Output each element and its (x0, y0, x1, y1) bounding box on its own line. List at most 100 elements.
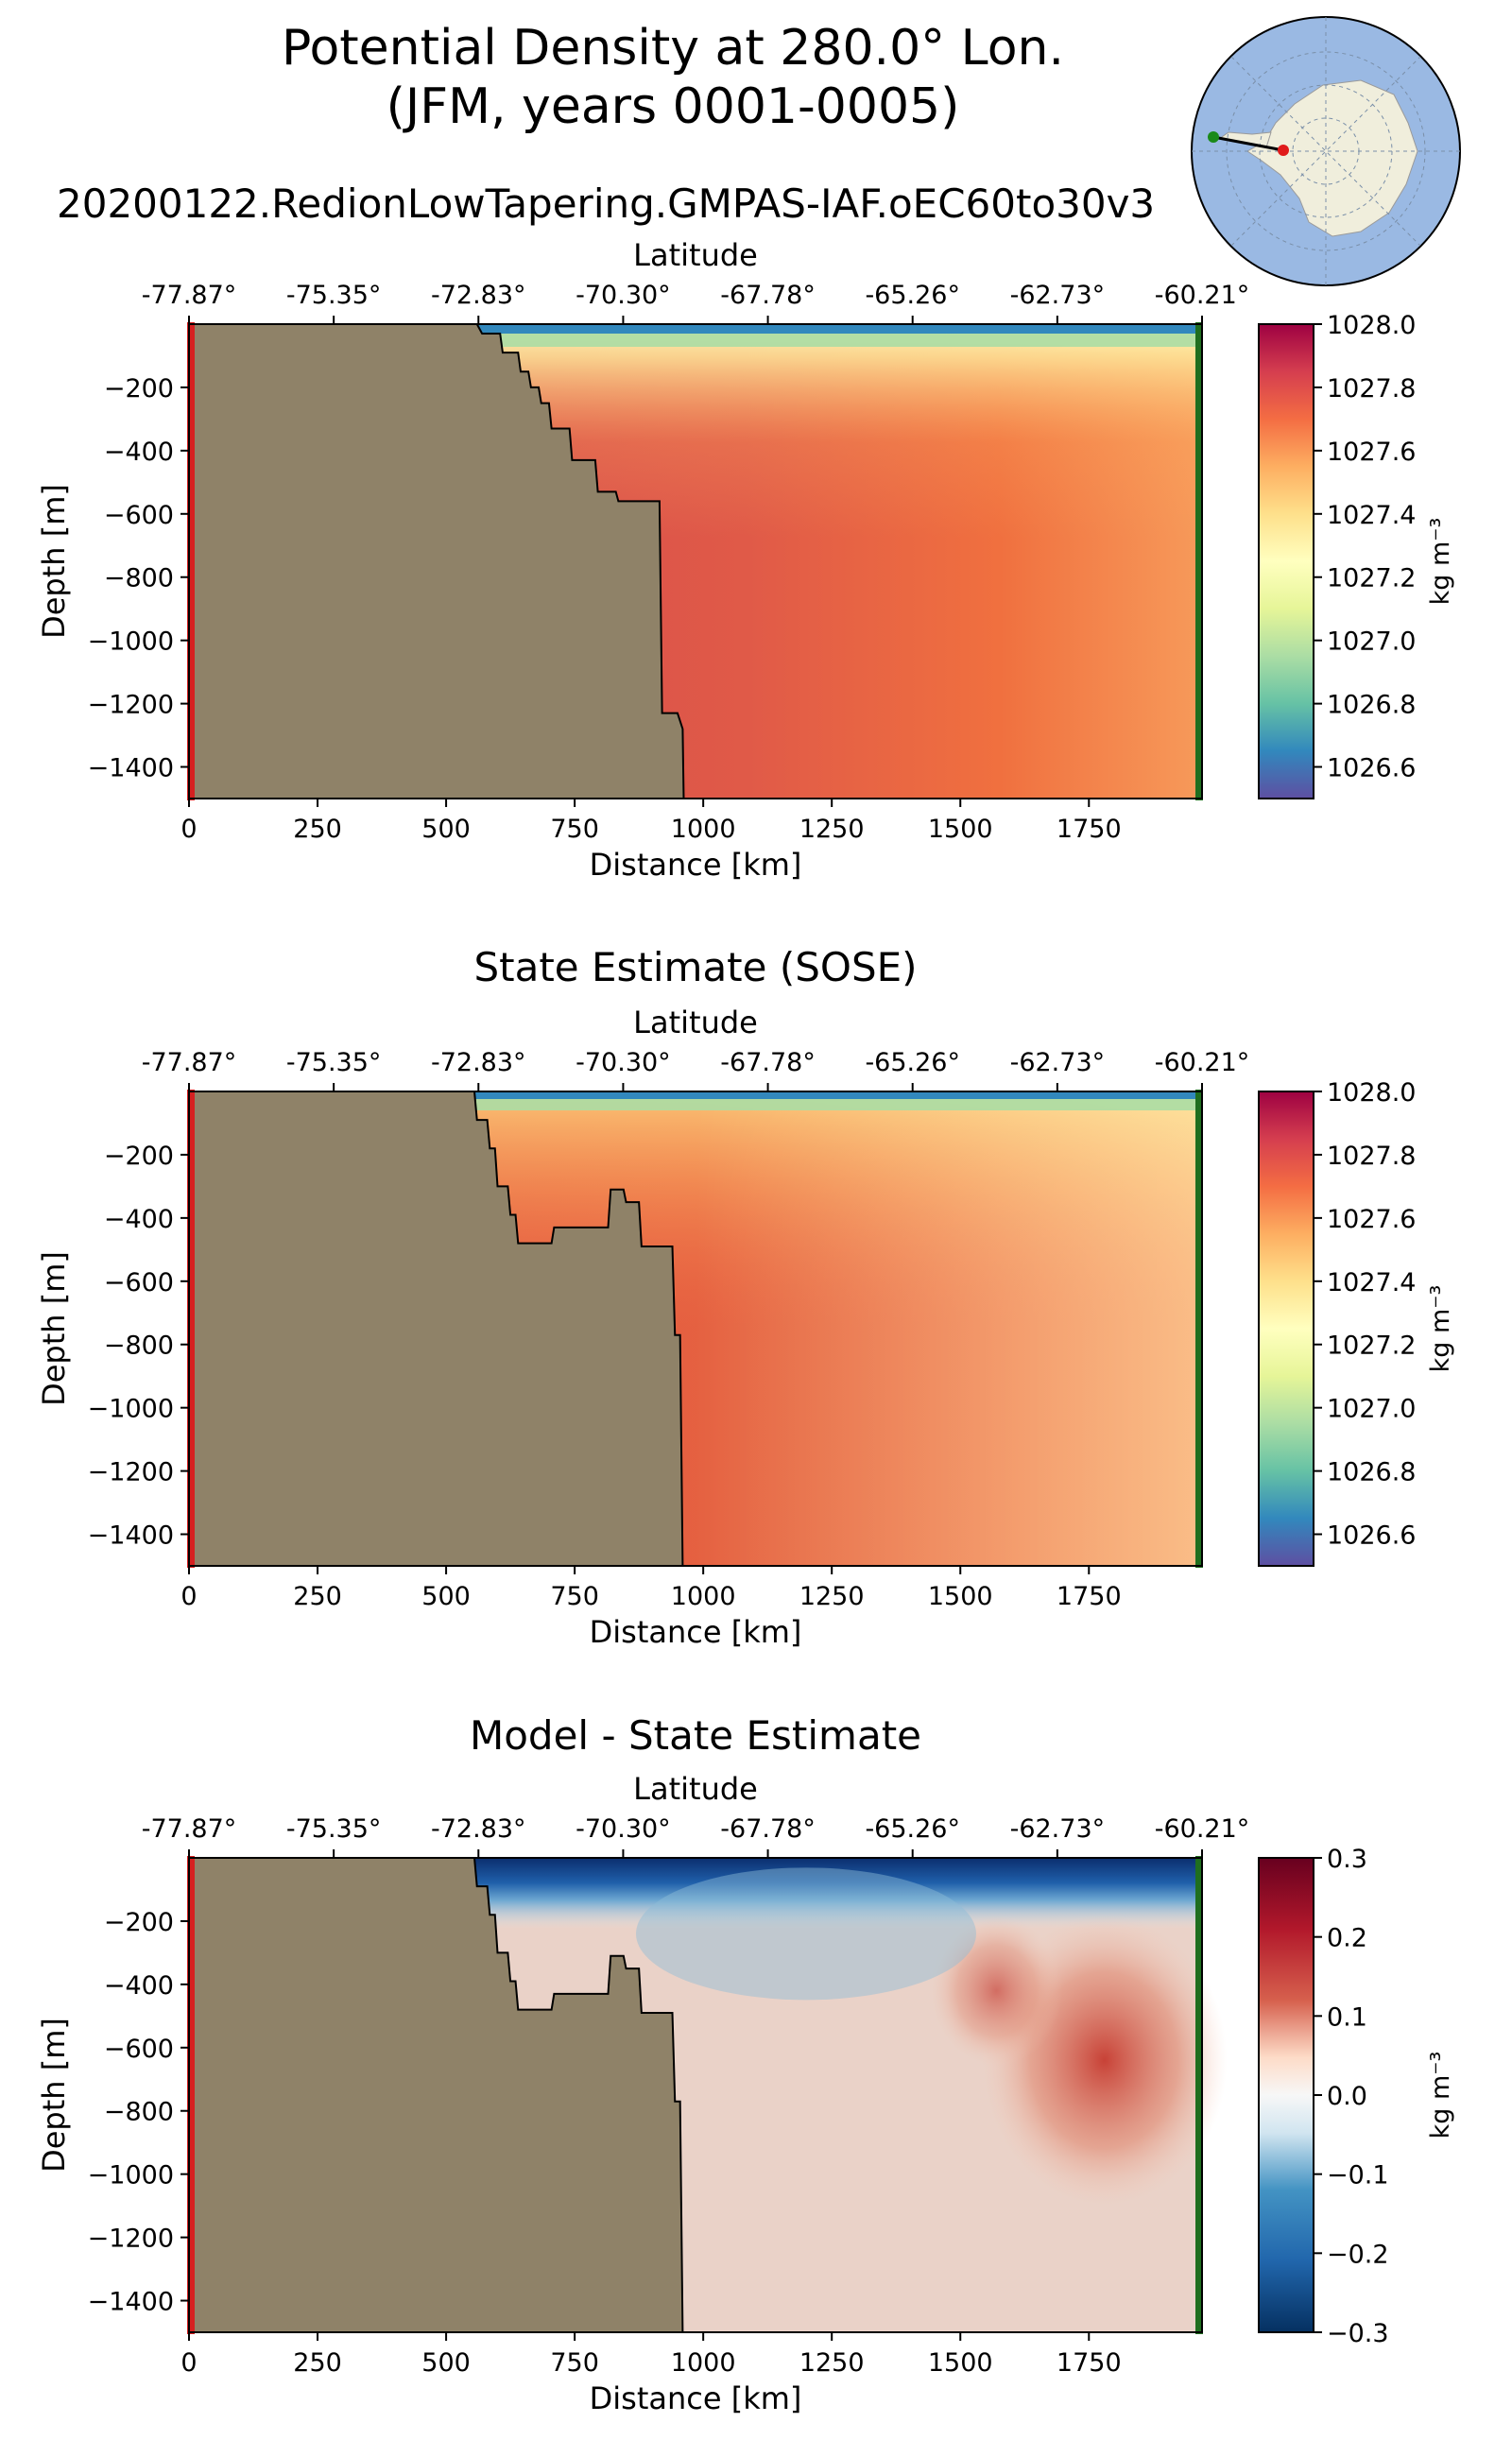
latitude-tick-label: -75.35° (286, 1814, 382, 1844)
colorbar-tick-label: 1027.8 (1327, 1142, 1416, 1171)
figure-title-line1: Potential Density at 280.0° Lon. (282, 20, 1064, 77)
latitude-tick-label: -67.78° (720, 1814, 816, 1844)
section-start-marker (187, 322, 195, 800)
section-start-marker (187, 1856, 195, 2334)
x-tick-label: 500 (421, 815, 471, 844)
transect-start-dot (1208, 131, 1219, 143)
colorbar-tick-label: 0.0 (1327, 2082, 1367, 2111)
latitude-tick-label: -70.30° (576, 1048, 671, 1077)
latitude-tick-label: -60.21° (1155, 1048, 1250, 1077)
land-bathymetry (188, 1857, 684, 2333)
field-positive-anomaly-2 (930, 1915, 1063, 2067)
colorbar-label: kg m⁻³ (1426, 518, 1455, 606)
colorbar-tick-label: 1026.6 (1327, 754, 1416, 783)
y-tick-label: −1400 (88, 2288, 174, 2317)
colorbar-tick-label: 0.2 (1327, 1924, 1367, 1953)
y-tick-label: −400 (104, 1205, 174, 1234)
transect-line (1212, 135, 1284, 152)
field-surface-layer (189, 1091, 1202, 1099)
colorbar-tick-label: 1027.2 (1327, 1332, 1416, 1361)
colorbar-tick-label: 0.3 (1327, 1845, 1367, 1874)
colorbar-label: kg m⁻³ (1426, 2052, 1455, 2139)
figure-title-line2: (JFM, years 0001-0005) (387, 78, 960, 135)
x-tick-label: 1750 (1057, 1582, 1122, 1611)
latitude-tick-label: -67.78° (720, 281, 816, 310)
y-tick-label: −600 (104, 2035, 174, 2064)
run-name-title: 20200122.RedionLowTapering.GMPAS-IAF.oEC… (57, 180, 1155, 227)
latitude-tick-label: -65.26° (865, 281, 960, 310)
land-bathymetry (188, 1091, 684, 1567)
y-tick-label: −600 (104, 501, 174, 530)
transect-end-dot (1278, 145, 1289, 156)
latitude-axis-label: Latitude (633, 237, 758, 273)
latitude-tick-label: -60.21° (1155, 1814, 1250, 1844)
antarctic-inset-map (1191, 16, 1461, 286)
y-tick-label: −600 (104, 1268, 174, 1297)
x-tick-label: 0 (180, 815, 197, 844)
y-tick-label: −1200 (88, 1458, 174, 1487)
axes-frame (188, 323, 1203, 799)
land-bathymetry (188, 323, 685, 799)
latitude-tick-label: -75.35° (286, 281, 382, 310)
latitude-tick-label: -70.30° (576, 1814, 671, 1844)
y-tick-label: −1400 (88, 1521, 174, 1551)
y-tick-label: −800 (104, 564, 174, 593)
colorbar-tick-label: 1026.8 (1327, 1458, 1416, 1487)
latitude-tick-label: -60.21° (1155, 281, 1250, 310)
y-tick-label: −1000 (88, 1395, 174, 1424)
latitude-axis-label: Latitude (633, 1771, 758, 1807)
y-tick-label: −1400 (88, 754, 174, 783)
colorbar-tick-label: 1026.6 (1327, 1521, 1416, 1551)
colorbar-tick-label: −0.3 (1327, 2319, 1389, 2348)
x-tick-label: 750 (550, 815, 599, 844)
y-axis-label: Depth [m] (36, 484, 72, 639)
section-end-marker (1195, 1090, 1203, 1568)
x-tick-label: 1500 (928, 1582, 993, 1611)
latitude-tick-label: -65.26° (865, 1814, 960, 1844)
field-negative-tongue (635, 1867, 976, 2001)
colorbar-tick-label: −0.1 (1327, 2161, 1389, 2191)
x-tick-label: 250 (293, 815, 342, 844)
colorbar-tick-label: 1026.8 (1327, 691, 1416, 720)
x-tick-label: 250 (293, 1582, 342, 1611)
x-tick-label: 1250 (799, 1582, 865, 1611)
colorbar-tick-label: 1027.6 (1327, 438, 1416, 467)
colorbar (1258, 1091, 1314, 1567)
field-surface-layer (189, 324, 1202, 334)
y-tick-label: −400 (104, 438, 174, 467)
x-axis-label: Distance [km] (590, 847, 802, 883)
x-tick-label: 1500 (928, 815, 993, 844)
y-tick-label: −400 (104, 1971, 174, 2001)
latitude-tick-label: -67.78° (720, 1048, 816, 1077)
colorbar-tick-label: 1027.4 (1327, 1268, 1416, 1297)
axes-frame (188, 1857, 1203, 2333)
x-tick-label: 1750 (1057, 815, 1122, 844)
latitude-tick-label: -65.26° (865, 1048, 960, 1077)
colorbar-tick-label: 1028.0 (1327, 1078, 1416, 1108)
y-tick-label: −800 (104, 1332, 174, 1361)
latitude-axis-label: Latitude (633, 1005, 758, 1040)
latitude-tick-label: -72.83° (431, 1814, 526, 1844)
y-tick-label: −200 (104, 374, 174, 404)
latitude-tick-label: -72.83° (431, 281, 526, 310)
colorbar (1258, 1857, 1314, 2333)
colorbar-tick-label: −0.2 (1327, 2240, 1389, 2269)
x-axis-label: Distance [km] (590, 1614, 802, 1650)
y-tick-label: −800 (104, 2098, 174, 2127)
latitude-tick-label: -62.73° (1010, 1048, 1106, 1077)
latitude-tick-label: -75.35° (286, 1048, 382, 1077)
colorbar (1258, 323, 1314, 799)
x-tick-label: 500 (421, 1582, 471, 1611)
y-tick-label: −200 (104, 1908, 174, 1937)
x-tick-label: 0 (180, 2348, 197, 2378)
colorbar-tick-label: 1027.2 (1327, 564, 1416, 593)
x-tick-label: 1250 (799, 815, 865, 844)
latitude-tick-label: -62.73° (1010, 1814, 1106, 1844)
y-axis-label: Depth [m] (36, 2018, 72, 2173)
colorbar-tick-label: 1027.0 (1327, 1395, 1416, 1424)
panel-title: State Estimate (SOSE) (473, 944, 917, 990)
panel-model-minus-sose: Model - State Estimate 0 250 500 750 1000 1250… (36, 1712, 1455, 2416)
latitude-tick-label: -62.73° (1010, 281, 1106, 310)
x-tick-label: 1000 (671, 1582, 736, 1611)
